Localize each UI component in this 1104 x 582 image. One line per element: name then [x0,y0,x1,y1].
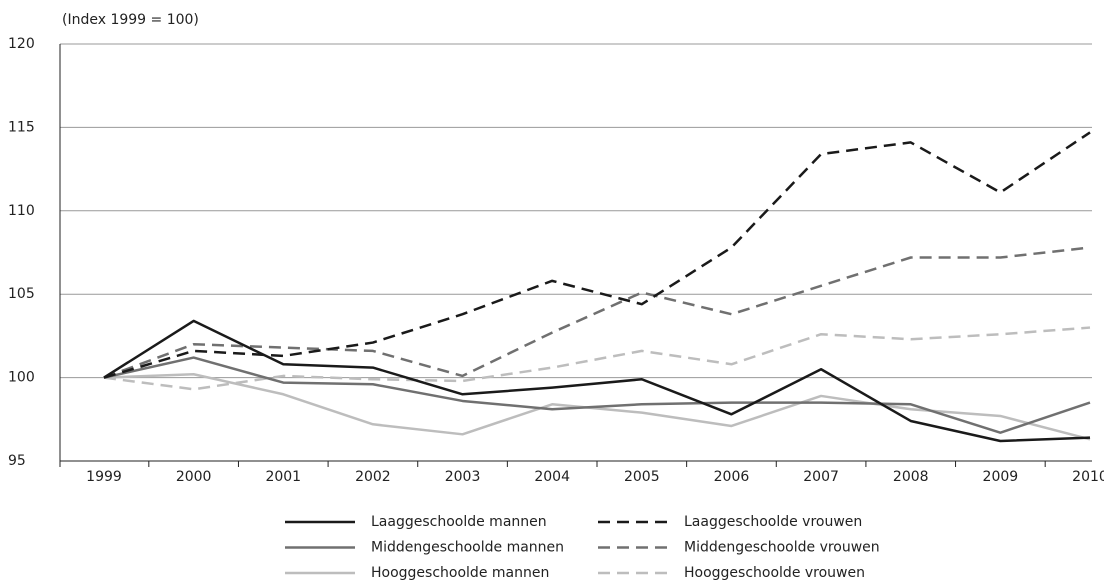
series-line [103,373,1091,441]
x-tick-label: 2000 [176,469,212,485]
legend-label: Laaggeschoolde vrouwen [684,514,862,530]
y-tick-label: 115 [8,119,35,135]
series-line [103,319,1091,443]
x-tick-label: 2010 [1072,469,1104,485]
y-tick-label: 95 [8,453,26,469]
x-tick-label: 2004 [534,469,570,485]
y-tick-label: 100 [8,370,35,386]
x-tick-label: 1999 [86,469,122,485]
x-tick-label: 2008 [893,469,929,485]
x-tick-label: 2003 [445,469,481,485]
legend-label: Middengeschoolde vrouwen [684,540,880,556]
legend-label: Laaggeschoolde mannen [371,514,547,530]
y-tick-label: 120 [8,36,35,52]
subtitle: (Index 1999 = 100) [62,12,199,28]
series-line [103,246,1091,379]
y-tick-label: 110 [8,203,35,219]
x-tick-label: 2005 [624,469,660,485]
series-line [103,131,1091,379]
series-line [103,326,1091,391]
x-tick-label: 2006 [714,469,750,485]
x-tick-label: 2007 [803,469,839,485]
y-tick-label: 105 [8,286,35,302]
legend-label: Hooggeschoolde vrouwen [684,565,865,581]
legend-label: Hooggeschoolde mannen [371,565,549,581]
x-tick-label: 2002 [355,469,391,485]
x-tick-label: 2001 [265,469,301,485]
legend-label: Middengeschoolde mannen [371,540,564,556]
series-line [103,356,1091,434]
x-tick-label: 2009 [983,469,1019,485]
